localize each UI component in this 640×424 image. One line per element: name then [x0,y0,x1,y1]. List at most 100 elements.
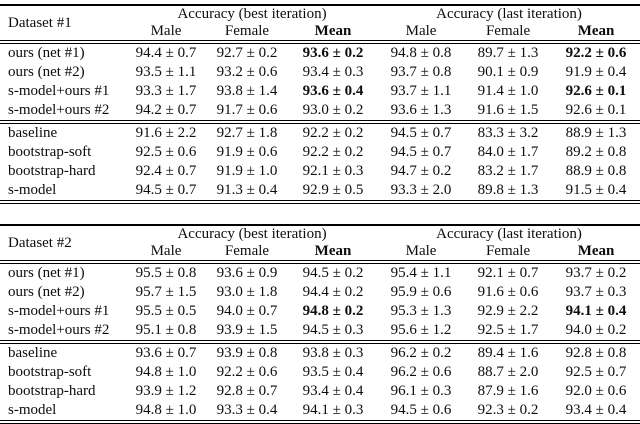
value-cell: 92.6 ± 0.1 [565,83,627,99]
value-cell: 93.3 ± 2.0 [390,182,452,198]
value-cell: 93.9 ± 1.2 [135,383,197,399]
value-cell: 91.9 ± 1.0 [216,163,278,179]
value-cell: 93.4 ± 0.4 [565,402,627,418]
value-cell: 93.6 ± 1.3 [378,101,465,124]
value-cell: 91.6 ± 0.6 [477,284,539,300]
value-cell: 93.7 ± 1.1 [390,83,452,99]
table-row: baseline 91.6 ± 2.2 92.7 ± 1.8 92.2 ± 0.2 94… [0,122,640,143]
row-label: baseline [8,345,58,361]
value-cell: 94.0 ± 0.7 [216,303,278,319]
value-cell: 92.9 ± 2.2 [477,303,539,319]
value-cell: 94.8 ± 1.0 [135,402,197,418]
table-row: s-model+ours #2 95.1 ± 0.8 93.9 ± 1.5 94.5 … [0,321,640,344]
results-table-dataset-1: Dataset #1 Accuracy (best iteration) Acc… [0,4,640,204]
row-label: bootstrap-hard [8,163,96,179]
value-cell: 94.5 ± 0.7 [135,182,197,198]
value-cell: 92.7 ± 1.8 [216,125,278,141]
column-header-female: Female [206,243,288,264]
value-cell: 95.1 ± 0.8 [126,321,206,344]
value-cell: 93.9 ± 0.8 [216,345,278,361]
value-cell: 91.5 ± 0.4 [565,182,627,198]
table-row: bootstrap-soft 92.5 ± 0.6 91.9 ± 0.6 92.2 ±… [0,143,640,162]
value-cell: 93.0 ± 1.8 [216,284,278,300]
value-cell: 95.6 ± 1.2 [378,321,465,344]
group-header-last-iteration: Accuracy (last iteration) [436,6,582,22]
value-cell: 94.2 ± 0.7 [126,101,206,124]
table-row: s-model+ours #2 94.2 ± 0.7 91.7 ± 0.6 93.0 … [0,101,640,124]
value-cell: 94.5 ± 0.6 [390,402,452,418]
dataset-label: Dataset #1 [0,5,126,44]
value-cell: 88.9 ± 1.3 [565,125,627,141]
value-cell: 95.3 ± 1.3 [390,303,452,319]
column-header-male: Male [378,243,465,264]
column-header-male: Male [126,243,206,264]
header-sub-row: Male Female Mean Male Female Mean [0,243,640,264]
value-cell: 92.1 ± 0.3 [302,163,364,179]
value-cell: 90.1 ± 0.9 [477,64,539,80]
group-header-last-iteration: Accuracy (last iteration) [436,226,582,242]
value-cell: 94.7 ± 0.2 [390,163,452,179]
value-cell: 93.9 ± 1.5 [206,321,288,344]
group-header-best-iteration: Accuracy (best iteration) [177,6,327,22]
value-cell: 96.2 ± 0.2 [390,345,452,361]
row-label: s-model [8,402,57,418]
value-cell: 91.3 ± 0.4 [216,182,278,198]
header-sub-row: Male Female Mean Male Female Mean [0,23,640,44]
value-cell: 92.0 ± 0.6 [565,383,627,399]
value-cell: 92.4 ± 0.7 [135,163,197,179]
row-label: s-model [8,182,57,198]
table-row: bootstrap-soft 94.8 ± 1.0 92.2 ± 0.6 93.5 ±… [0,363,640,382]
value-cell: 94.8 ± 0.8 [390,45,452,61]
value-cell: 92.9 ± 0.5 [302,182,364,198]
value-cell: 93.5 ± 1.1 [135,64,197,80]
header-group-row: Dataset #2 Accuracy (best iteration) Acc… [0,225,640,264]
value-cell: 92.8 ± 0.8 [565,345,627,361]
table-row: s-model 94.5 ± 0.7 91.3 ± 0.4 92.9 ± 0.5 93.… [0,181,640,202]
table-row: ours (net #1) 95.5 ± 0.8 93.6 ± 0.9 94.5 ± … [0,262,640,283]
column-header-mean: Mean [552,23,640,44]
value-cell: 94.5 ± 0.7 [390,125,452,141]
value-cell: 95.4 ± 1.1 [390,265,452,281]
value-cell: 89.4 ± 1.6 [477,345,539,361]
row-label: ours (net #1) [8,45,85,61]
table-row: bootstrap-hard 93.9 ± 1.2 92.8 ± 0.7 93.4 ±… [0,382,640,401]
row-label: ours (net #1) [8,265,85,281]
value-cell: 84.0 ± 1.7 [477,144,539,160]
value-cell: 95.5 ± 0.8 [135,265,197,281]
value-cell: 93.7 ± 0.2 [565,265,627,281]
value-cell: 93.6 ± 0.9 [216,265,278,281]
value-cell: 93.3 ± 1.7 [135,83,197,99]
dataset-label: Dataset #2 [0,225,126,264]
value-cell: 87.9 ± 1.6 [477,383,539,399]
results-table-dataset-2: Dataset #2 Accuracy (best iteration) Acc… [0,224,640,424]
row-label: s-model+ours #1 [8,303,110,319]
header-group-row: Dataset #1 Accuracy (best iteration) Acc… [0,5,640,44]
column-header-female: Female [206,23,288,44]
row-label: bootstrap-hard [8,383,96,399]
value-cell: 94.8 ± 1.0 [135,364,197,380]
row-label: bootstrap-soft [8,364,92,380]
value-cell: 83.3 ± 3.2 [477,125,539,141]
row-label: bootstrap-soft [8,144,92,160]
value-cell: 92.2 ± 0.6 [216,364,278,380]
value-cell: 93.7 ± 0.8 [390,64,452,80]
group-header-best-iteration: Accuracy (best iteration) [177,226,327,242]
value-cell: 93.4 ± 0.3 [302,64,364,80]
row-label: ours (net #2) [8,64,85,80]
table-row: s-model 94.8 ± 1.0 93.3 ± 0.4 94.1 ± 0.3 94.… [0,401,640,422]
value-cell: 93.6 ± 0.2 [302,45,364,61]
value-cell: 94.5 ± 0.2 [302,265,364,281]
value-cell: 93.6 ± 0.4 [302,83,364,99]
value-cell: 93.7 ± 0.3 [565,284,627,300]
value-cell: 93.6 ± 0.7 [135,345,197,361]
column-header-mean: Mean [288,243,379,264]
value-cell: 93.8 ± 1.4 [216,83,278,99]
value-cell: 91.4 ± 1.0 [477,83,539,99]
value-cell: 95.9 ± 0.6 [390,284,452,300]
value-cell: 94.4 ± 0.2 [302,284,364,300]
value-cell: 93.8 ± 0.3 [302,345,364,361]
value-cell: 92.5 ± 0.7 [565,364,627,380]
value-cell: 91.6 ± 1.5 [464,101,553,124]
table-row: s-model+ours #1 95.5 ± 0.5 94.0 ± 0.7 94.8 … [0,302,640,321]
value-cell: 92.7 ± 0.2 [216,45,278,61]
